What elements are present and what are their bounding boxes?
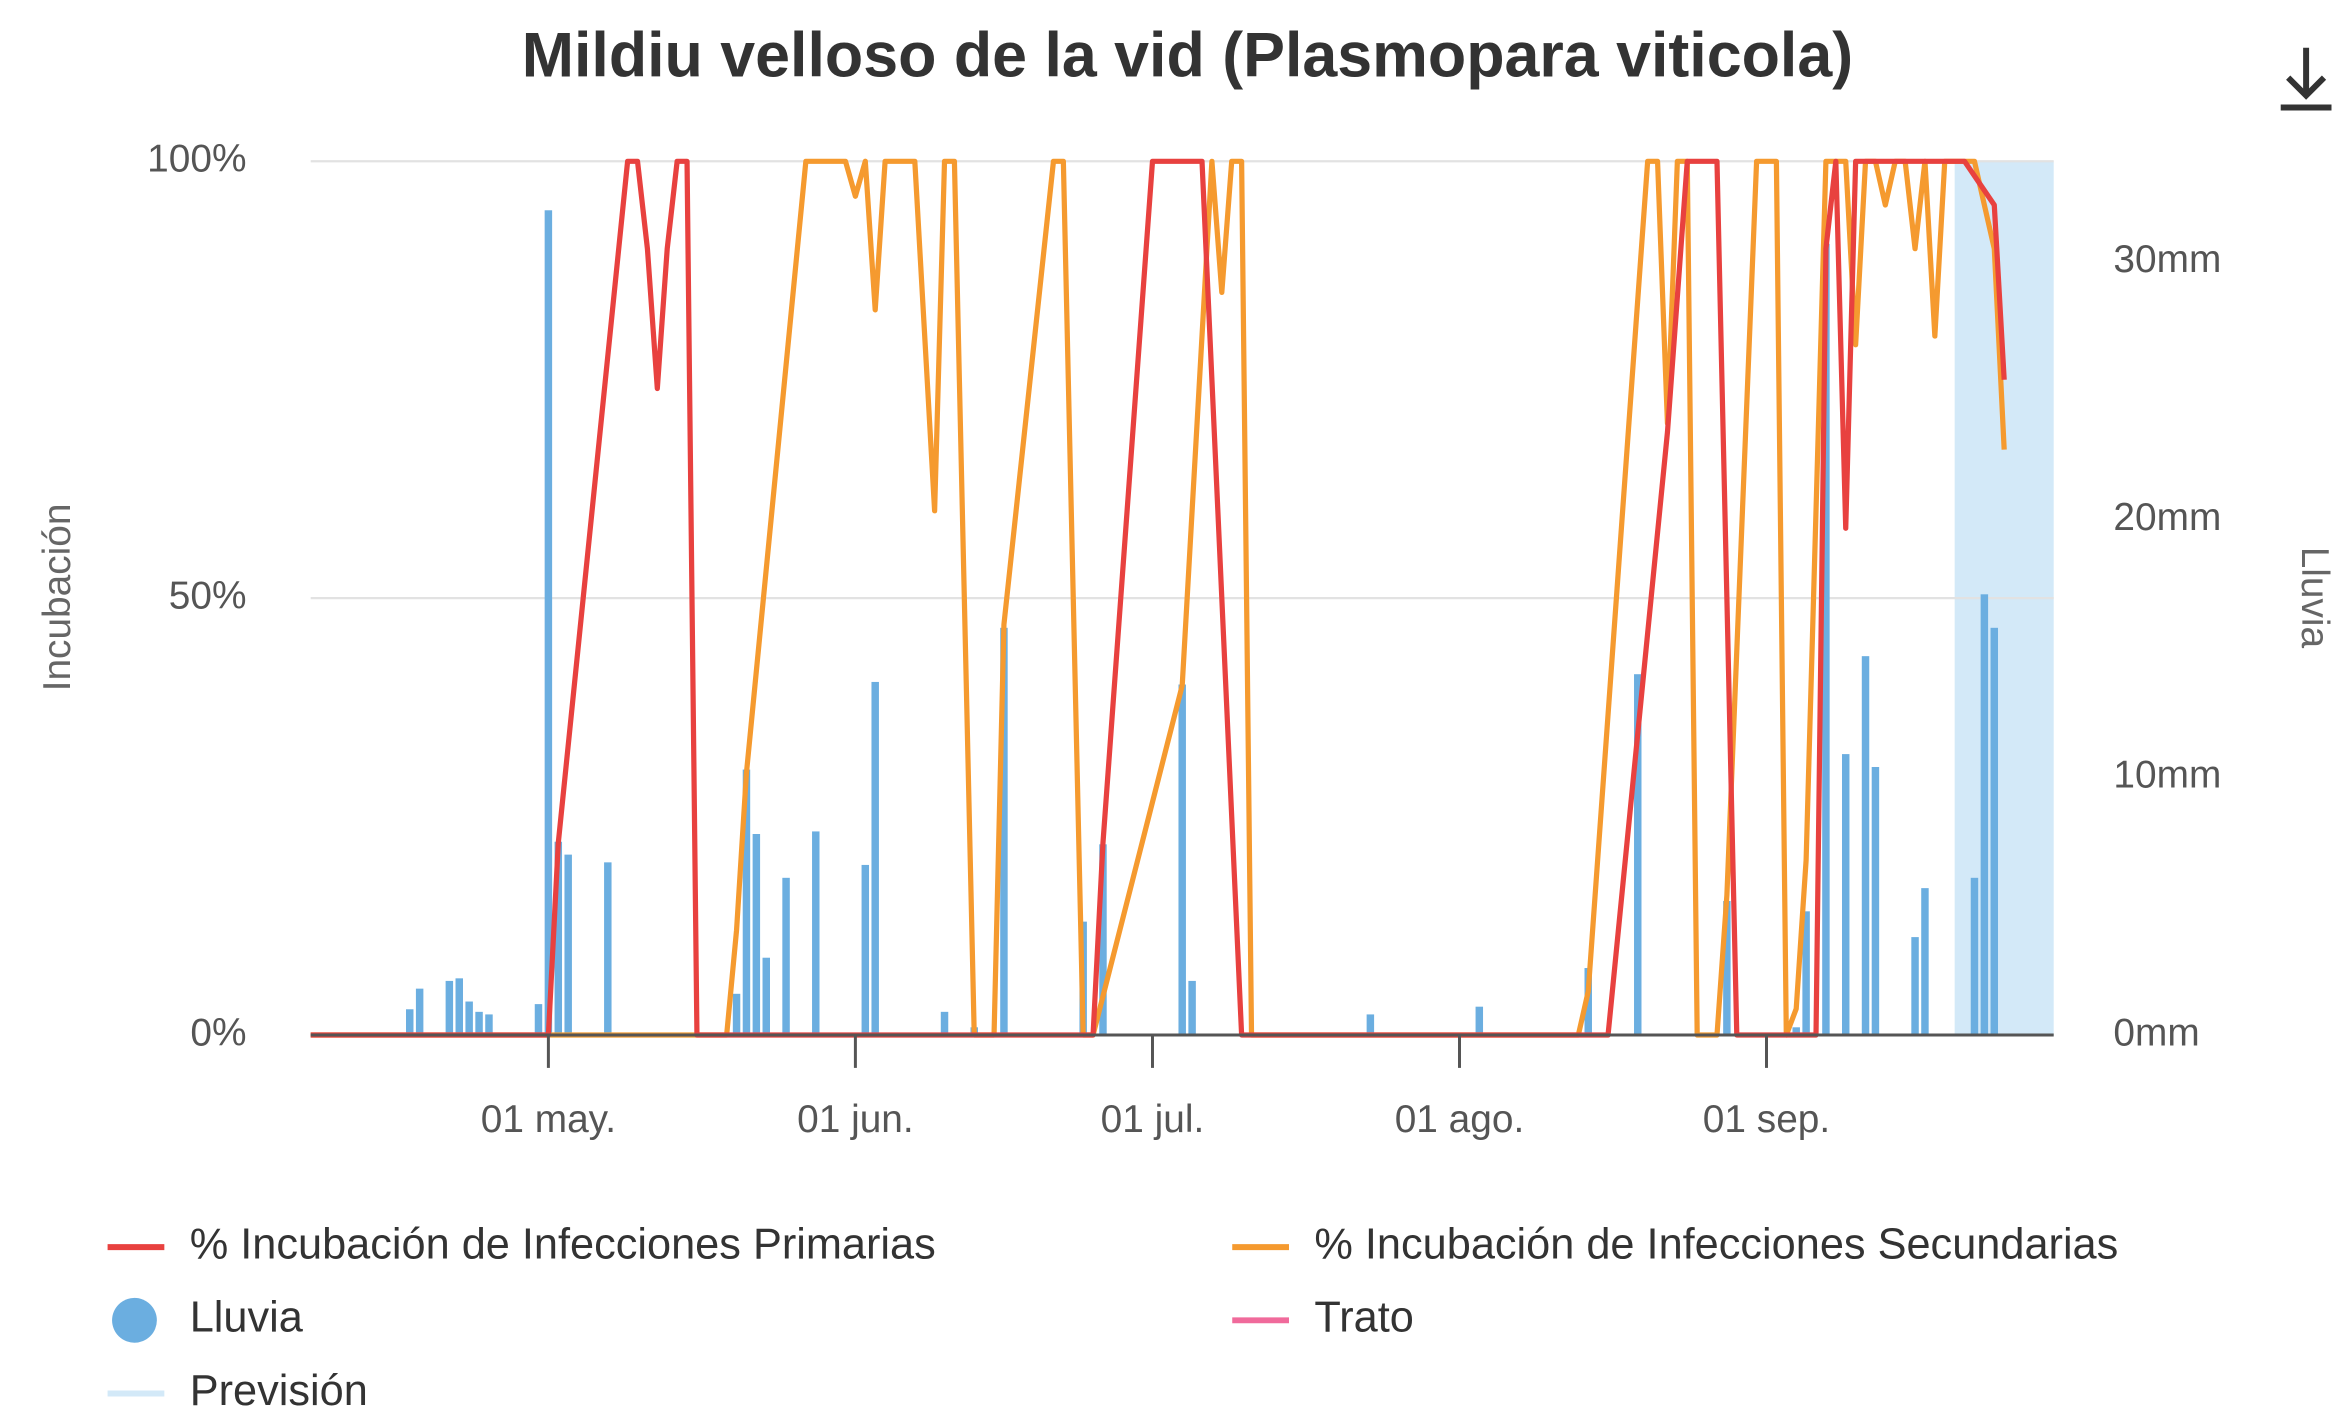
rain-bar: [871, 681, 879, 1036]
legend-label: % Incubación de Infecciones Secundarias: [1314, 1221, 2118, 1269]
y-tick-label: 0%: [190, 1011, 246, 1054]
y-tick-label: 50%: [169, 574, 247, 617]
rain-bar: [1000, 627, 1008, 1036]
x-tick-label: 01 may.: [481, 1098, 616, 1141]
bar-layer: [406, 210, 1999, 1036]
legend-label: Lluvia: [190, 1294, 304, 1342]
x-tick-label: 01 jun.: [797, 1098, 914, 1141]
rain-bar: [1178, 684, 1186, 1036]
y2-tick-label: 10mm: [2113, 754, 2221, 797]
rain-bar: [415, 988, 424, 1036]
rain-bar: [782, 877, 790, 1036]
rain-bar: [604, 862, 612, 1036]
rain-bar: [1970, 877, 1979, 1036]
rain-bar: [742, 769, 751, 1036]
rain-bar: [752, 834, 761, 1036]
x-tick-label: 01 ago.: [1395, 1098, 1525, 1141]
rain-bar: [1366, 1014, 1375, 1036]
rain-bar: [1723, 901, 1731, 1036]
x-tick-label: 01 jul.: [1101, 1098, 1205, 1141]
incubation-line: [310, 158, 2007, 1038]
rain-bar: [1792, 1027, 1800, 1036]
rain-bar: [455, 978, 463, 1036]
rain-bar: [475, 1011, 483, 1036]
rain-bar: [564, 854, 572, 1036]
legend-label: Previsión: [190, 1367, 368, 1415]
rain-bar: [485, 1014, 493, 1036]
rain-bar: [445, 980, 454, 1036]
legend-label: % Incubación de Infecciones Primarias: [190, 1221, 936, 1269]
rain-bar: [1841, 754, 1850, 1036]
rain-bar: [732, 993, 741, 1036]
rain-bar: [1634, 674, 1642, 1036]
chart-title: Mildiu velloso de la vid (Plasmopara vit…: [522, 20, 1853, 90]
rain-bar: [534, 1004, 543, 1036]
rain-bar: [1871, 766, 1880, 1036]
rain-bar: [1861, 656, 1870, 1036]
legend-symbol: [112, 1297, 157, 1343]
rain-bar: [1911, 937, 1919, 1036]
rain-bar: [1921, 888, 1929, 1036]
x-tick-label: 01 sep.: [1703, 1098, 1830, 1141]
rain-bar: [1188, 980, 1196, 1036]
rain-bar: [554, 841, 563, 1036]
rain-bar: [812, 831, 820, 1036]
y2-tick-label: 30mm: [2113, 238, 2221, 281]
rain-bar: [1802, 911, 1810, 1036]
rain-bar: [861, 864, 870, 1036]
legend-label: Trato: [1314, 1294, 1413, 1342]
rain-bar: [406, 1009, 414, 1036]
rain-bar: [1822, 243, 1830, 1036]
y-tick-label: 100%: [147, 138, 246, 181]
y2-axis-title: Lluvia: [2293, 547, 2336, 649]
rain-bar: [544, 210, 553, 1036]
y2-tick-label: 20mm: [2113, 496, 2221, 539]
rain-bar: [1990, 627, 1999, 1036]
rain-bar: [940, 1011, 949, 1036]
y2-tick-label: 0mm: [2113, 1011, 2199, 1054]
rain-bar: [762, 957, 770, 1036]
download-arrow-head[interactable]: [2286, 75, 2327, 100]
download-icon[interactable]: [2280, 47, 2332, 111]
y-axis-title: Incubación: [36, 504, 79, 692]
rain-bar: [1980, 594, 1989, 1036]
rain-bar: [1099, 844, 1107, 1036]
rain-bar: [465, 1001, 473, 1036]
rain-bar: [1475, 1006, 1484, 1036]
